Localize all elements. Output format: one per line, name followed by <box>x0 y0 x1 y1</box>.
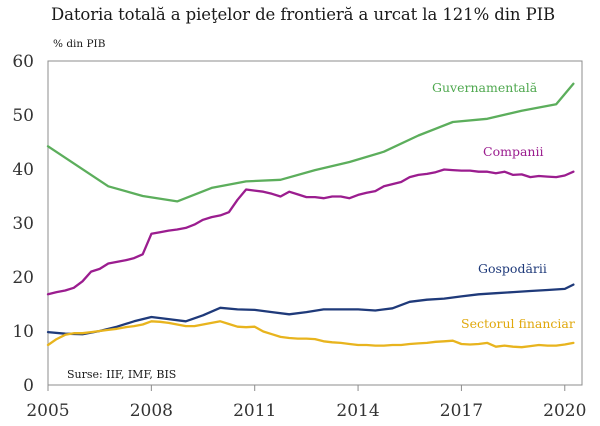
series-label: Sectorul financiar <box>461 316 575 331</box>
x-tick-label: 2017 <box>440 401 483 421</box>
source-note: Surse: IIF, IMF, BIS <box>67 368 176 381</box>
x-tick-label: 2008 <box>130 401 173 421</box>
series-line-Gospodării <box>46 283 575 336</box>
series-line-Guvernamentală <box>46 82 575 203</box>
series-line-Sectorul financiar <box>46 320 575 349</box>
series-line-Companii <box>46 168 575 296</box>
chart-title: Datoria totală a pieţelor de frontieră a… <box>51 5 556 24</box>
y-tick-label: 10 <box>12 322 34 342</box>
x-tick-label: 2020 <box>543 401 586 421</box>
y-tick-label: 30 <box>12 214 34 234</box>
y-tick-label: 50 <box>12 106 34 126</box>
y-tick-label: 20 <box>12 268 34 288</box>
plot-frame <box>47 60 583 386</box>
series-label: Gospodării <box>478 261 547 276</box>
series-labels: Guvernamentală Companii Gospodării Sectorul… <box>432 80 575 331</box>
y-axis-label: % din PIB <box>53 38 106 50</box>
y-tick-label: 0 <box>23 376 34 396</box>
y-axis-ticks: 0 10 20 30 40 50 60 <box>12 52 34 396</box>
x-axis-ticks: 2005 2008 2011 2014 2017 2020 <box>26 385 586 421</box>
series-label: Companii <box>483 144 543 159</box>
y-tick-label: 60 <box>12 52 34 72</box>
x-tick-label: 2014 <box>336 401 379 421</box>
x-tick-label: 2011 <box>233 401 276 421</box>
series-label: Guvernamentală <box>432 80 538 95</box>
x-tick-label: 2005 <box>26 401 69 421</box>
y-tick-label: 40 <box>12 160 34 180</box>
series-lines <box>46 82 575 349</box>
